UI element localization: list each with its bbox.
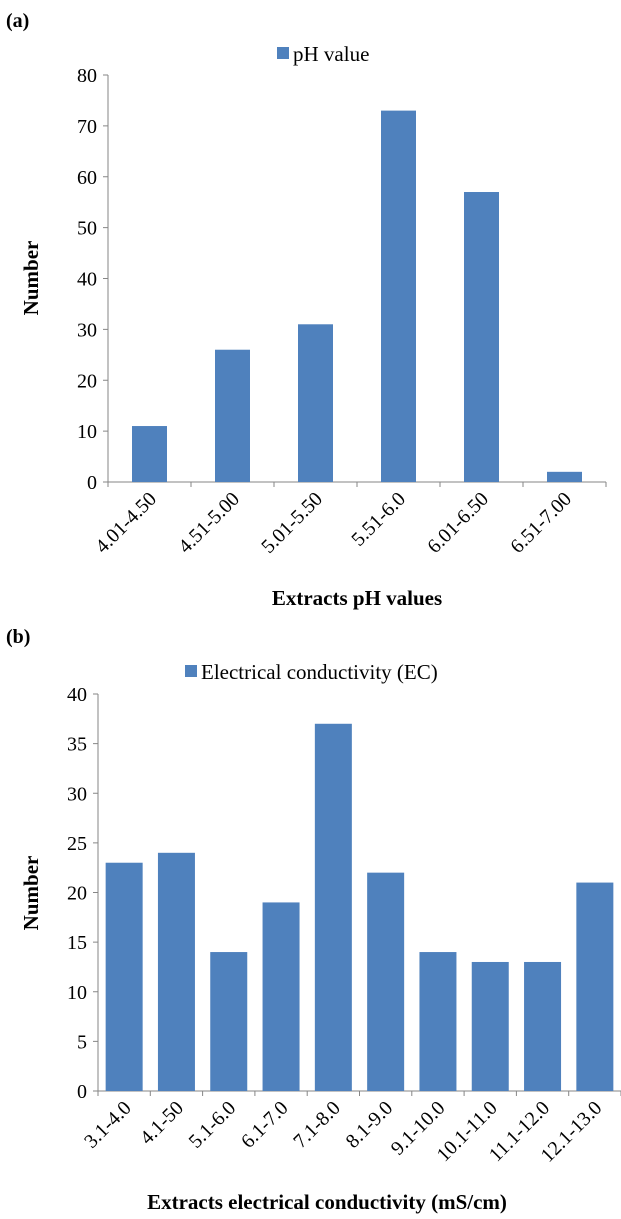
x-tick-label: 6.01-6.50	[423, 488, 493, 558]
bar	[547, 471, 582, 482]
bar	[314, 723, 352, 1091]
y-tick-label: 20	[77, 370, 97, 392]
y-tick-label: 70	[77, 116, 97, 138]
y-tick-label: 25	[67, 833, 87, 855]
bar	[576, 882, 614, 1091]
x-tick-label: 3.1-4.0	[80, 1097, 136, 1153]
legend-label-a: pH value	[293, 42, 369, 66]
x-tick-label: 6.51-7.00	[506, 488, 576, 558]
chart-panel-a: (a) pH value Number Extracts pH values 0…	[6, 10, 607, 610]
bar	[524, 961, 562, 1091]
y-tick-label: 15	[67, 932, 87, 954]
legend-swatch-b	[185, 665, 197, 677]
x-tick-label: 4.51-5.00	[174, 488, 244, 558]
legend-swatch-a	[277, 47, 289, 59]
y-tick-label: 5	[77, 1031, 87, 1053]
y-tick-label: 10	[77, 421, 97, 443]
x-tick-label: 6.1-7.0	[237, 1097, 293, 1153]
bar	[298, 324, 333, 482]
chart-panel-b: (b) Electrical conductivity (EC) Number …	[6, 626, 621, 1214]
y-tick-label: 35	[67, 734, 87, 756]
panel-label-a: (a)	[6, 10, 29, 32]
bar	[419, 952, 457, 1091]
x-tick-label: 5.1-6.0	[185, 1097, 241, 1153]
bar	[464, 192, 499, 482]
bar	[262, 902, 300, 1091]
y-tick-label: 30	[67, 783, 87, 805]
y-tick-label: 80	[77, 65, 97, 87]
bar	[210, 952, 248, 1091]
y-tick-label: 40	[67, 684, 87, 706]
y-tick-label: 40	[77, 269, 97, 291]
legend-label-b: Electrical conductivity (EC)	[201, 660, 438, 684]
x-tick-label: 7.1-8.0	[289, 1097, 345, 1153]
y-tick-label: 10	[67, 982, 87, 1004]
y-axis-title-a: Number	[19, 241, 43, 316]
bar	[471, 961, 509, 1091]
x-tick-label: 5.01-5.50	[257, 488, 327, 558]
bar	[215, 349, 250, 482]
x-axis-title-b: Extracts electrical conductivity (mS/cm)	[147, 1190, 507, 1214]
x-tick-label: 4.01-4.50	[91, 488, 161, 558]
y-tick-label: 50	[77, 218, 97, 240]
y-tick-label: 0	[87, 472, 97, 494]
x-axis-title-a: Extracts pH values	[272, 586, 442, 610]
bar	[381, 110, 416, 483]
y-axis-title-b: Number	[19, 856, 43, 931]
y-tick-label: 0	[77, 1081, 87, 1103]
bar	[105, 862, 143, 1091]
bar	[367, 872, 405, 1091]
y-tick-label: 20	[67, 883, 87, 905]
bar	[157, 852, 195, 1091]
y-tick-label: 30	[77, 319, 97, 341]
y-tick-label: 60	[77, 167, 97, 189]
x-tick-label: 5.51-6.0	[347, 488, 410, 551]
panel-label-b: (b)	[6, 626, 30, 648]
bar	[132, 426, 167, 482]
x-tick-label: 4.1-50	[136, 1097, 188, 1149]
